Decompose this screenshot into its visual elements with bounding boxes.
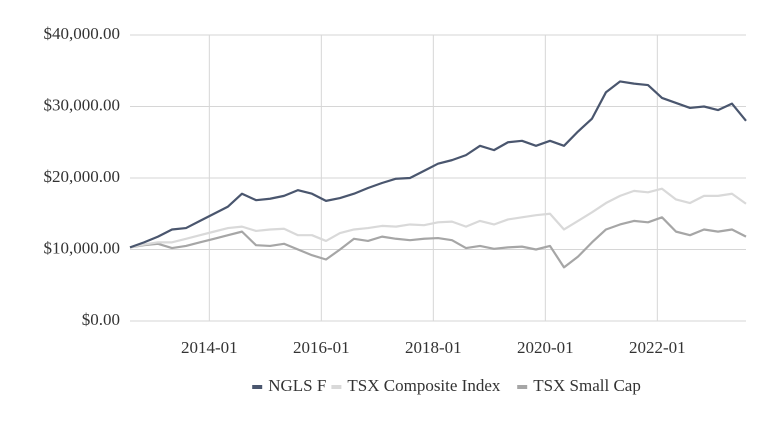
x-tick-label: 2022-01 <box>629 338 686 357</box>
y-tick-label: $10,000.00 <box>44 238 121 257</box>
y-tick-label: $30,000.00 <box>44 95 121 114</box>
legend-label: TSX Small Cap <box>533 376 641 395</box>
x-tick-label: 2014-01 <box>181 338 238 357</box>
x-tick-label: 2016-01 <box>293 338 350 357</box>
x-tick-label: 2020-01 <box>517 338 574 357</box>
y-tick-label: $40,000.00 <box>44 24 121 43</box>
series-line <box>129 80 747 249</box>
series-line <box>129 187 747 249</box>
y-tick-label: $0.00 <box>82 310 120 329</box>
y-tick-label: $20,000.00 <box>44 167 121 186</box>
x-tick-label: 2018-01 <box>405 338 462 357</box>
series-line <box>129 216 747 269</box>
legend-label: TSX Composite Index <box>347 376 500 395</box>
legend-label: NGLS F <box>268 376 326 395</box>
